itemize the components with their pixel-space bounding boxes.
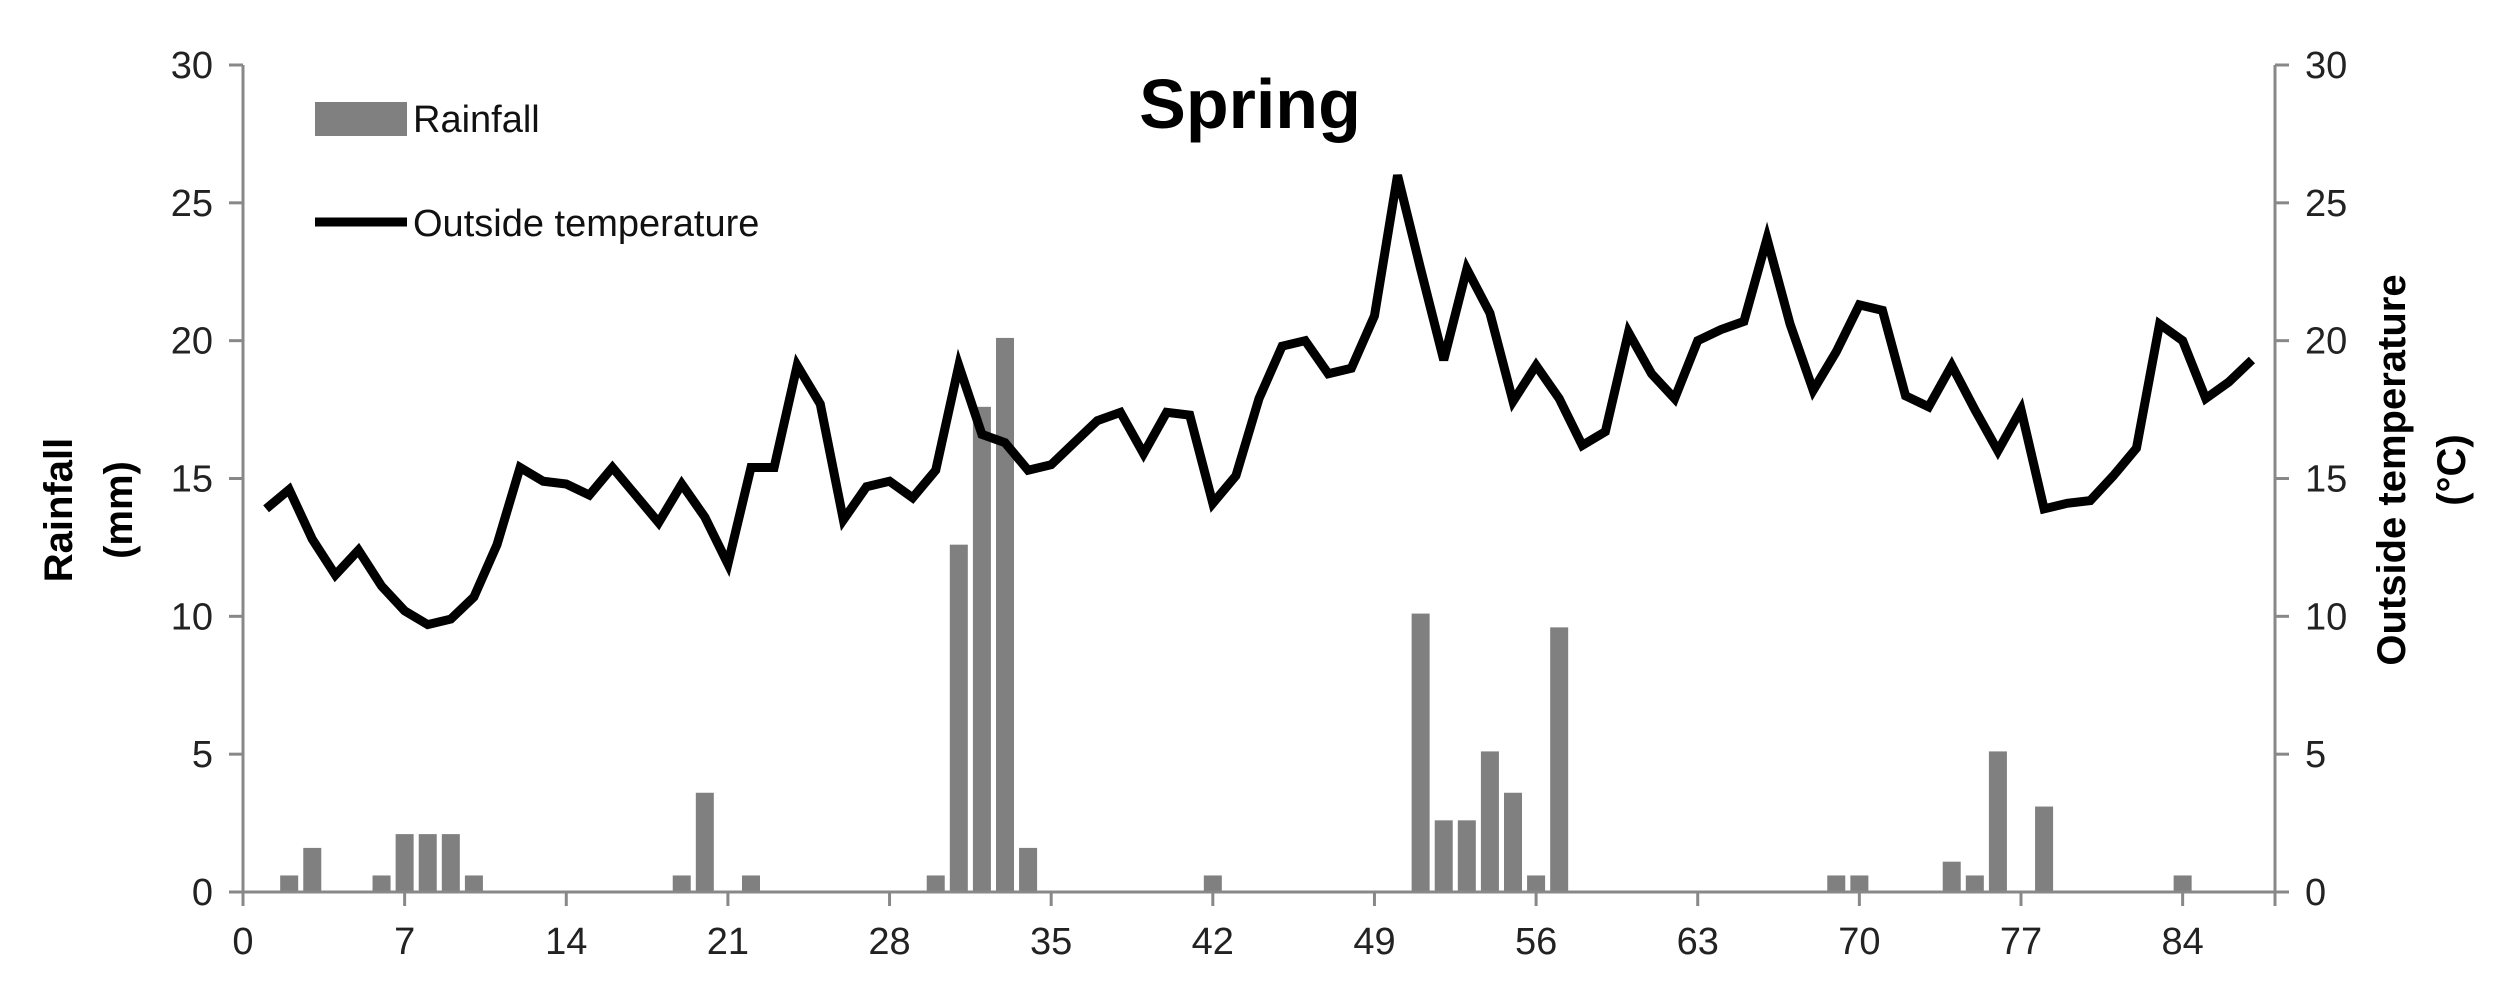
rainfall-bar xyxy=(1503,792,1523,892)
rainfall-bar xyxy=(280,875,299,892)
legend-temperature-label: Outside temperature xyxy=(413,203,759,245)
left-tick-label: 15 xyxy=(171,459,213,501)
rainfall-bar xyxy=(1019,847,1038,892)
rainfall-bar xyxy=(1480,751,1499,892)
rainfall-bar xyxy=(303,847,322,892)
x-tick-label: 14 xyxy=(545,921,587,963)
rainfall-bar xyxy=(741,875,761,892)
rainfall-bar xyxy=(464,875,483,892)
rainfall-bar xyxy=(441,834,460,892)
rainfall-bar xyxy=(418,834,437,892)
rainfall-bars xyxy=(280,337,2192,892)
temperature-line-layer xyxy=(263,174,2256,630)
left-axis-title-line2: (mm) xyxy=(97,461,141,559)
right-tick-label: 15 xyxy=(2305,459,2347,501)
right-axis-title-line1: Outside temperature xyxy=(2370,274,2414,665)
right-axis-ticks: 0 5 10 15 20 25 30 xyxy=(2275,45,2347,914)
left-tick-label: 5 xyxy=(192,734,213,776)
left-axis-ticks: 0 5 10 15 20 25 30 xyxy=(171,45,243,914)
legend: Rainfall Outside temperature xyxy=(315,99,759,245)
rainfall-bar xyxy=(672,875,691,892)
left-tick-label: 0 xyxy=(192,872,213,914)
x-tick-label: 77 xyxy=(2000,921,2042,963)
axes xyxy=(241,65,2277,906)
x-tick-label: 28 xyxy=(868,921,910,963)
rainfall-bar xyxy=(1942,861,1961,892)
rainfall-bar xyxy=(1203,875,1222,892)
rainfall-bar xyxy=(372,875,391,892)
x-tick-label: 70 xyxy=(1838,921,1880,963)
right-tick-label: 10 xyxy=(2305,596,2347,638)
left-tick-label: 20 xyxy=(171,321,213,363)
left-tick-label: 30 xyxy=(171,45,213,87)
rainfall-bar xyxy=(1457,820,1476,892)
rainfall-bar xyxy=(1827,875,1846,892)
x-tick-label: 21 xyxy=(707,921,749,963)
rainfall-bar xyxy=(2173,875,2192,892)
x-tick-label: 42 xyxy=(1192,921,1234,963)
legend-rainfall-swatch xyxy=(315,102,407,136)
rainfall-bar xyxy=(695,792,714,892)
rainfall-bar xyxy=(1850,875,1869,892)
rainfall-bar xyxy=(1550,627,1569,892)
rainfall-bar xyxy=(926,875,945,892)
rainfall-bar xyxy=(1965,875,1984,892)
right-tick-label: 20 xyxy=(2305,321,2347,363)
x-tick-label: 35 xyxy=(1030,921,1072,963)
right-axis-title-line2: (°C) xyxy=(2430,434,2474,506)
x-tick-label: 7 xyxy=(394,921,415,963)
rainfall-bar xyxy=(1988,751,2007,892)
rainfall-bar xyxy=(1411,613,1430,892)
rainfall-bar xyxy=(995,337,1015,892)
x-axis-ticks: 0 7 14 21 28 35 42 49 56 63 70 77 84 xyxy=(232,892,2204,963)
left-tick-label: 10 xyxy=(171,596,213,638)
chart-title: Spring xyxy=(1139,65,1361,143)
right-tick-label: 0 xyxy=(2305,872,2326,914)
x-tick-label: 49 xyxy=(1353,921,1395,963)
legend-rainfall-label: Rainfall xyxy=(413,99,540,141)
x-tick-label: 84 xyxy=(2161,921,2203,963)
rainfall-bar xyxy=(1527,875,1546,892)
right-tick-label: 5 xyxy=(2305,734,2326,776)
rainfall-bar xyxy=(395,834,414,892)
x-tick-label: 56 xyxy=(1515,921,1557,963)
rainfall-bar xyxy=(949,544,968,892)
left-tick-label: 25 xyxy=(171,183,213,225)
rainfall-bar xyxy=(1434,820,1453,892)
x-tick-label: 0 xyxy=(232,921,253,963)
right-tick-label: 30 xyxy=(2305,45,2347,87)
temperature-line xyxy=(263,174,2256,630)
left-axis-title-line1: Rainfall xyxy=(37,438,81,582)
rainfall-bar xyxy=(972,406,991,892)
rainfall-bar xyxy=(2035,806,2054,892)
right-tick-label: 25 xyxy=(2305,183,2347,225)
x-tick-label: 63 xyxy=(1677,921,1719,963)
